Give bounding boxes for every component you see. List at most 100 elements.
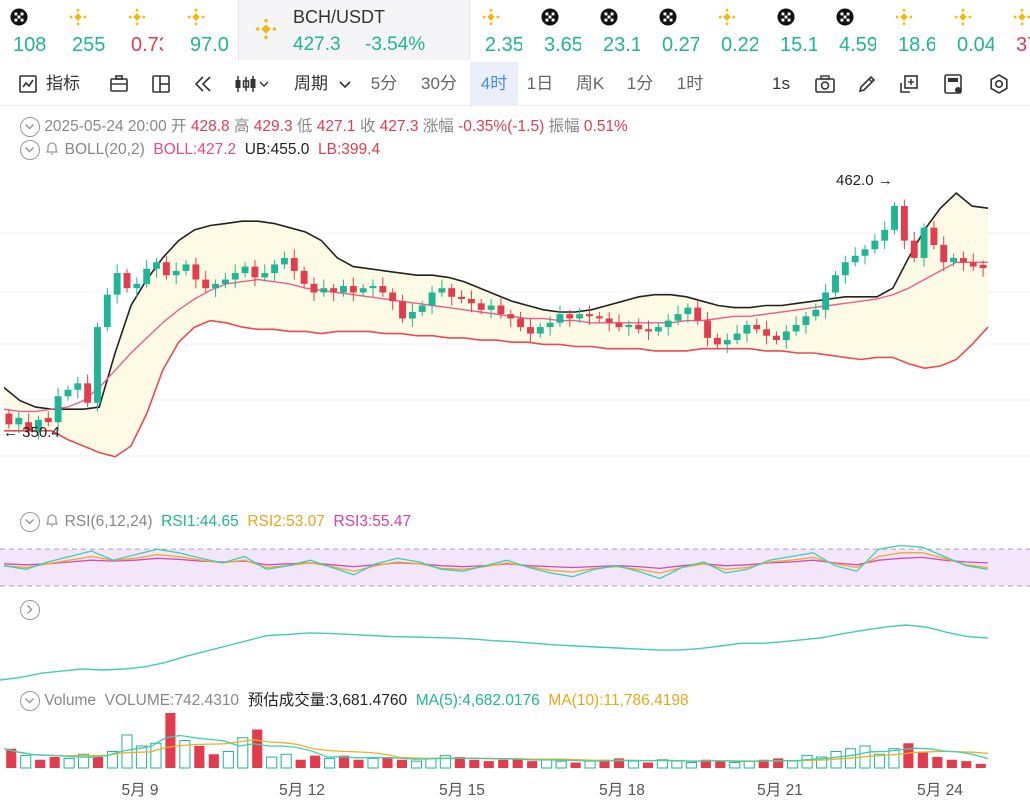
- candle-body: [615, 322, 623, 328]
- layout-button[interactable]: [146, 62, 176, 106]
- interval-1[interactable]: 30分: [421, 74, 457, 93]
- binance-icon: [718, 8, 736, 26]
- boll-lower-value: LB:399.4: [318, 141, 381, 159]
- period-dropdown[interactable]: 周期: [294, 62, 356, 106]
- ticker-item[interactable]: 15.1: [767, 0, 817, 60]
- speed-toggle[interactable]: 1s: [772, 62, 802, 106]
- calculator-button[interactable]: [938, 62, 968, 106]
- indicators-button[interactable]: 指标: [18, 62, 90, 106]
- screenshot-button[interactable]: [810, 62, 840, 106]
- candle-body: [684, 307, 692, 315]
- candle-body: [182, 264, 190, 271]
- bell-icon[interactable]: [44, 140, 60, 156]
- rewind-button[interactable]: [188, 62, 218, 106]
- collapse-rsi-toggle[interactable]: [20, 512, 40, 532]
- okx-icon: [600, 8, 618, 26]
- candle-body: [900, 206, 908, 241]
- ticker-item[interactable]: 0.73: [118, 0, 163, 60]
- selected-ticker[interactable]: BCH/USDT 427.3 -3.54%: [238, 0, 470, 60]
- volume-bar: [237, 737, 249, 769]
- collapse-main-toggle[interactable]: [20, 116, 40, 137]
- boll-value: BOLL:427.2: [153, 141, 237, 159]
- candle-body: [526, 327, 534, 334]
- candle-body: [448, 288, 456, 297]
- candle-body: [438, 288, 446, 293]
- ticker-strip: 108 255 0.73 97.0 BCH/USDT: [0, 0, 1030, 60]
- candle-body: [645, 329, 652, 332]
- interval-3[interactable]: 1日: [526, 74, 554, 93]
- volume-name: Volume: [44, 692, 97, 709]
- rsi1-line: [3, 544, 989, 580]
- expand-obv-toggle[interactable]: [20, 600, 40, 620]
- candle-body: [940, 244, 948, 263]
- obv-info-row: [20, 600, 40, 620]
- interval-2[interactable]: 4时: [470, 62, 518, 106]
- candle-body: [713, 337, 721, 345]
- selected-change: -3.54%: [365, 34, 426, 55]
- ticker-item[interactable]: 37: [1003, 0, 1030, 60]
- ticker-value: 2.35: [485, 34, 522, 56]
- ticker-item[interactable]: 108: [0, 0, 55, 60]
- collapse-volume-toggle[interactable]: [20, 690, 40, 711]
- ticker-value: 37: [1016, 34, 1030, 56]
- volume-bar: [700, 759, 711, 768]
- add-overlay-button[interactable]: [894, 62, 924, 106]
- ticker-value: 23.1: [603, 34, 640, 56]
- candle-body: [133, 283, 141, 289]
- volume-bar: [20, 755, 32, 769]
- candle-body: [192, 264, 200, 280]
- interval-5[interactable]: 1分: [626, 74, 654, 93]
- volume-bar: [78, 753, 90, 769]
- volume-bar: [135, 745, 148, 769]
- candle-body: [25, 422, 33, 431]
- ticker-item[interactable]: 2.35: [472, 0, 522, 60]
- interval-4[interactable]: 周K: [575, 74, 605, 93]
- candle-type-button[interactable]: [104, 62, 134, 106]
- ticker-item[interactable]: 97.0: [177, 0, 232, 60]
- volume-bar: [179, 740, 191, 769]
- interval-0[interactable]: 5分: [370, 74, 398, 93]
- ticker-item[interactable]: 23.1: [590, 0, 640, 60]
- ticker-value: 4.59: [839, 34, 876, 56]
- ticker-item[interactable]: 0.22: [708, 0, 758, 60]
- bell-icon[interactable]: [44, 512, 60, 528]
- volume-ma5: MA(5):4,682.0176: [415, 692, 540, 709]
- volume-bar: [715, 761, 726, 768]
- chart-style-dropdown[interactable]: [234, 62, 278, 106]
- ticker-item[interactable]: 4.59: [826, 0, 876, 60]
- ticker-value: 97.0: [190, 34, 229, 56]
- candle-body: [664, 320, 672, 328]
- volume-bar: [382, 757, 393, 768]
- volume-bar: [469, 759, 480, 768]
- candle-body: [221, 279, 229, 284]
- ticker-item[interactable]: 255: [59, 0, 114, 60]
- ticker-item[interactable]: 0.04: [944, 0, 994, 60]
- candle-body: [418, 305, 426, 312]
- candle-body: [605, 318, 613, 323]
- candle-body: [487, 305, 495, 310]
- interval-6[interactable]: 1时: [676, 74, 704, 93]
- volume-bar: [252, 729, 263, 768]
- candle-body: [94, 327, 101, 403]
- draw-button[interactable]: [852, 62, 882, 106]
- volume-bar: [280, 753, 292, 769]
- candle-body: [802, 316, 810, 325]
- low-value: 427.1: [316, 118, 356, 135]
- obv-line: [0, 624, 989, 681]
- volume-bar: [150, 742, 162, 769]
- ticker-item[interactable]: 18.6: [885, 0, 935, 60]
- collapse-boll-toggle[interactable]: [20, 140, 40, 160]
- candle-body: [930, 227, 938, 245]
- candle-body: [881, 229, 889, 241]
- ticker-item[interactable]: 3.65: [531, 0, 581, 60]
- settings-button[interactable]: [984, 62, 1014, 106]
- volume-bar: [396, 759, 408, 768]
- candle-body: [576, 314, 584, 319]
- candle-body: [428, 292, 436, 306]
- candle-body: [389, 292, 397, 302]
- ticker-item[interactable]: 0.27: [649, 0, 699, 60]
- volume-bar: [903, 743, 914, 768]
- open-value: 428.8: [190, 118, 230, 135]
- boll-info-row: BOLL(20,2) BOLL:427.2 UB:455.0 LB:399.4: [20, 140, 380, 160]
